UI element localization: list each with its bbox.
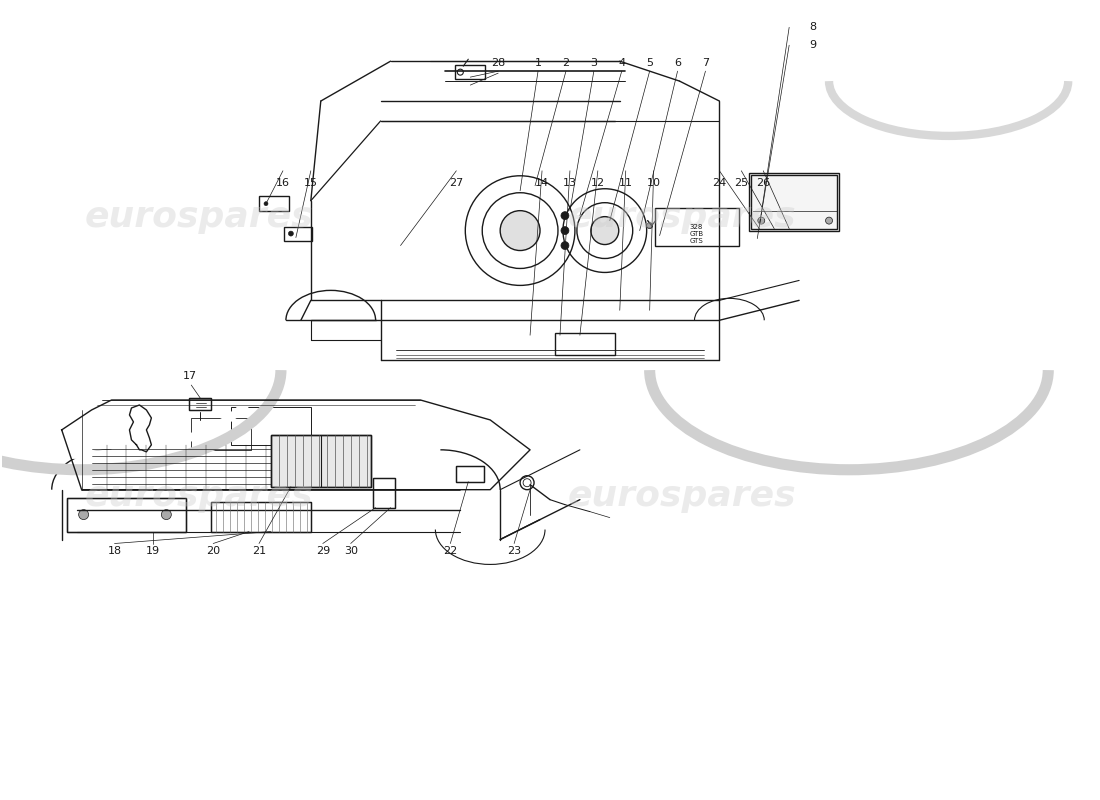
Text: eurospares: eurospares bbox=[85, 478, 313, 513]
Text: 4: 4 bbox=[618, 58, 625, 68]
Circle shape bbox=[500, 210, 540, 250]
Text: 12: 12 bbox=[591, 178, 605, 188]
Text: 24: 24 bbox=[713, 178, 726, 188]
Text: 17: 17 bbox=[184, 371, 197, 381]
Bar bbox=[231, 407, 311, 445]
Text: 23: 23 bbox=[507, 546, 521, 557]
Bar bbox=[271, 435, 371, 486]
Circle shape bbox=[561, 242, 569, 250]
Text: 30: 30 bbox=[343, 546, 358, 557]
Text: 21: 21 bbox=[252, 546, 266, 557]
Circle shape bbox=[561, 226, 569, 234]
Text: 2: 2 bbox=[562, 58, 570, 68]
Bar bbox=[373, 478, 395, 508]
Circle shape bbox=[162, 510, 172, 519]
Circle shape bbox=[520, 476, 535, 490]
Bar bbox=[284, 226, 311, 241]
Bar bbox=[258, 196, 289, 210]
Text: 28: 28 bbox=[491, 58, 505, 68]
Text: 1: 1 bbox=[535, 58, 541, 68]
Text: eurospares: eurospares bbox=[568, 200, 796, 234]
Text: 25: 25 bbox=[735, 178, 748, 188]
Circle shape bbox=[561, 212, 569, 220]
Bar bbox=[189, 398, 211, 410]
Text: GTS: GTS bbox=[690, 238, 703, 243]
Text: 5: 5 bbox=[646, 58, 653, 68]
Text: 3: 3 bbox=[591, 58, 597, 68]
Circle shape bbox=[825, 217, 833, 224]
Text: 29: 29 bbox=[316, 546, 330, 557]
Bar bbox=[271, 435, 371, 486]
Circle shape bbox=[758, 217, 764, 224]
Bar bbox=[373, 478, 395, 508]
Bar bbox=[191, 418, 251, 450]
Text: 27: 27 bbox=[449, 178, 463, 188]
Text: eurospares: eurospares bbox=[568, 478, 796, 513]
Text: 26: 26 bbox=[756, 178, 770, 188]
Text: 22: 22 bbox=[443, 546, 458, 557]
Bar bbox=[751, 174, 837, 229]
Bar bbox=[456, 466, 484, 482]
Circle shape bbox=[288, 231, 294, 236]
Bar bbox=[654, 208, 739, 246]
Bar bbox=[211, 502, 311, 531]
Circle shape bbox=[78, 510, 89, 519]
Bar bbox=[189, 398, 211, 410]
Text: 11: 11 bbox=[618, 178, 632, 188]
Text: 9: 9 bbox=[810, 40, 816, 50]
Text: 15: 15 bbox=[304, 178, 318, 188]
Circle shape bbox=[647, 222, 652, 229]
Text: GTB: GTB bbox=[690, 230, 704, 237]
Text: eurospares: eurospares bbox=[85, 200, 313, 234]
Text: 8: 8 bbox=[810, 22, 816, 32]
Text: 18: 18 bbox=[108, 546, 122, 557]
Text: 13: 13 bbox=[563, 178, 576, 188]
Circle shape bbox=[591, 217, 619, 245]
Text: 7: 7 bbox=[702, 58, 710, 68]
Bar bbox=[456, 466, 484, 482]
Text: 328: 328 bbox=[690, 224, 703, 230]
Text: 14: 14 bbox=[535, 178, 549, 188]
Text: 19: 19 bbox=[146, 546, 161, 557]
Circle shape bbox=[264, 202, 268, 206]
Text: 6: 6 bbox=[674, 58, 681, 68]
Bar bbox=[67, 498, 186, 531]
Bar bbox=[211, 502, 311, 531]
Text: 16: 16 bbox=[276, 178, 290, 188]
Text: 20: 20 bbox=[206, 546, 220, 557]
Bar bbox=[749, 173, 839, 230]
Bar bbox=[556, 334, 615, 355]
Text: 10: 10 bbox=[647, 178, 661, 188]
Bar bbox=[67, 498, 186, 531]
Bar bbox=[455, 65, 485, 79]
